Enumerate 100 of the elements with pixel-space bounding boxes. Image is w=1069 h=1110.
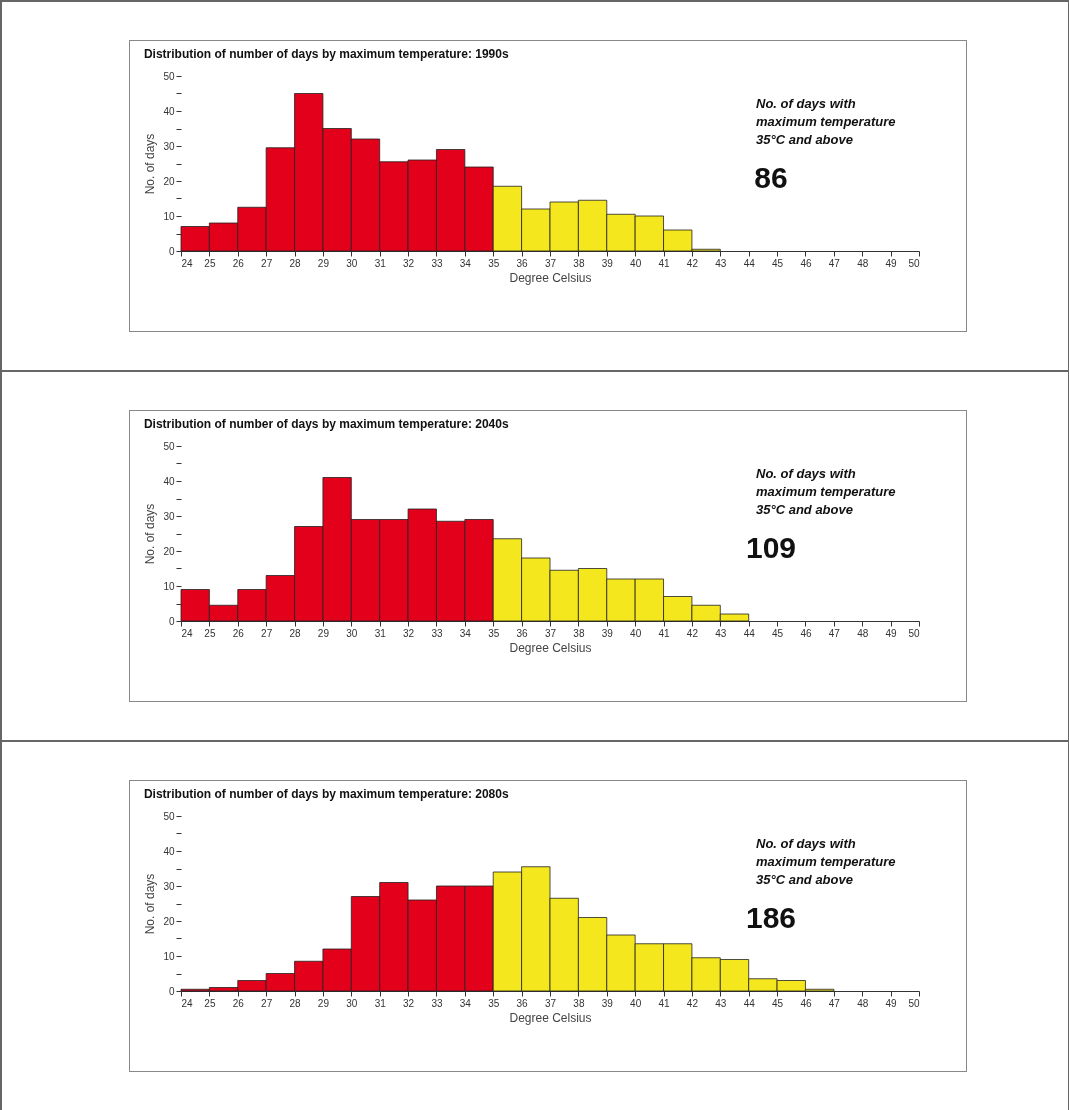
x-tick-label: 45	[772, 257, 784, 269]
x-tick-label: 36	[516, 627, 529, 639]
x-tick-label: 42	[686, 997, 699, 1009]
x-tick-label: 46	[800, 627, 812, 639]
x-tick-label: 40	[630, 627, 642, 639]
annotation: No. of days with maximum temperature 35°C and above	[756, 96, 896, 147]
y-tick-label: 50	[163, 70, 175, 82]
x-tick-label: 30	[346, 997, 358, 1009]
y-axis-title: No. of days	[143, 133, 158, 195]
x-tick-label: 24	[181, 627, 194, 639]
x-axis-title: Degree Celsius	[509, 1010, 592, 1025]
x-tick-label: 44	[743, 997, 756, 1009]
x-tick-label: 37	[544, 627, 557, 639]
x-tick-label: 39	[601, 627, 614, 639]
x-tick-label: 27	[261, 257, 273, 269]
annotation: 109	[745, 531, 797, 564]
x-tick-label: 31	[374, 627, 387, 639]
y-tick-label: 30	[163, 510, 175, 522]
x-tick-label: 47	[828, 257, 841, 269]
annotation: No. of days with maximum temperature 35°C and above	[756, 466, 896, 517]
x-tick-label: 38	[573, 257, 585, 269]
x-tick-label: 50	[908, 257, 920, 269]
annotation: 86	[754, 161, 788, 194]
x-tick-label: 41	[658, 257, 671, 269]
x-tick-label: 32	[403, 997, 415, 1009]
x-tick-label: 42	[686, 257, 699, 269]
y-tick-label: 20	[163, 175, 175, 187]
x-tick-label: 26	[232, 627, 245, 639]
x-tick-label: 28	[289, 627, 302, 639]
y-axis-title: No. of days	[143, 503, 158, 565]
x-tick-label: 50	[908, 627, 920, 639]
x-tick-label: 48	[857, 627, 869, 639]
x-tick-label: 35	[488, 997, 500, 1009]
x-tick-label: 43	[715, 257, 727, 269]
y-tick-label: 0	[168, 245, 175, 257]
y-tick-label: 40	[163, 475, 175, 487]
y-tick-label: 50	[163, 440, 175, 452]
x-tick-label: 24	[181, 257, 194, 269]
y-tick-label: 0	[168, 615, 175, 627]
x-tick-label: 29	[317, 257, 330, 269]
x-tick-label: 29	[317, 627, 330, 639]
x-tick-label: 24	[181, 997, 194, 1009]
chart-title: Distribution of number of days by maximum temperature: 1990s	[143, 47, 509, 61]
chart-title: Distribution of number of days by maximum temperature: 2080s	[143, 787, 509, 801]
x-tick-label: 31	[374, 257, 387, 269]
x-tick-label: 25	[204, 627, 216, 639]
x-tick-label: 47	[828, 627, 841, 639]
x-tick-label: 44	[743, 627, 756, 639]
x-tick-label: 30	[346, 257, 358, 269]
x-tick-label: 41	[658, 627, 671, 639]
x-tick-label: 30	[346, 627, 358, 639]
x-tick-label: 27	[261, 627, 273, 639]
x-tick-label: 43	[715, 627, 727, 639]
x-tick-label: 31	[374, 997, 387, 1009]
x-tick-label: 35	[488, 627, 500, 639]
x-tick-label: 28	[289, 257, 302, 269]
x-tick-label: 49	[885, 627, 898, 639]
x-tick-label: 39	[601, 997, 614, 1009]
x-tick-label: 25	[204, 257, 216, 269]
x-tick-label: 48	[857, 257, 869, 269]
x-tick-label: 42	[686, 627, 699, 639]
y-tick-label: 40	[163, 105, 175, 117]
y-tick-label: 50	[163, 810, 175, 822]
x-tick-label: 26	[232, 997, 245, 1009]
x-tick-label: 35	[488, 257, 500, 269]
x-tick-label: 49	[885, 257, 898, 269]
x-tick-label: 50	[908, 997, 920, 1009]
x-tick-label: 33	[431, 627, 443, 639]
x-tick-label: 26	[232, 257, 245, 269]
x-tick-label: 43	[715, 997, 727, 1009]
x-tick-label: 41	[658, 997, 671, 1009]
x-tick-label: 45	[772, 627, 784, 639]
x-tick-label: 27	[261, 997, 273, 1009]
y-tick-label: 0	[168, 985, 175, 997]
x-tick-label: 34	[459, 627, 472, 639]
x-tick-label: 40	[630, 257, 642, 269]
x-axis-title: Degree Celsius	[509, 640, 592, 655]
y-tick-label: 30	[163, 880, 175, 892]
x-tick-label: 38	[573, 627, 585, 639]
x-tick-label: 40	[630, 997, 642, 1009]
x-tick-label: 33	[431, 997, 443, 1009]
y-tick-label: 10	[163, 950, 175, 962]
x-tick-label: 33	[431, 257, 443, 269]
x-tick-label: 29	[317, 997, 330, 1009]
x-tick-label: 46	[800, 257, 812, 269]
annotation: 186	[745, 901, 797, 934]
x-tick-label: 45	[772, 997, 784, 1009]
x-tick-label: 36	[516, 257, 529, 269]
x-tick-label: 48	[857, 997, 869, 1009]
y-axis-title: No. of days	[143, 873, 158, 935]
y-tick-label: 20	[163, 545, 175, 557]
y-tick-label: 10	[163, 210, 175, 222]
y-tick-label: 20	[163, 915, 175, 927]
y-tick-label: 10	[163, 580, 175, 592]
x-tick-label: 36	[516, 997, 529, 1009]
x-tick-label: 44	[743, 257, 756, 269]
x-tick-label: 49	[885, 997, 898, 1009]
x-tick-label: 28	[289, 997, 302, 1009]
x-tick-label: 37	[544, 257, 557, 269]
y-tick-label: 30	[163, 140, 175, 152]
